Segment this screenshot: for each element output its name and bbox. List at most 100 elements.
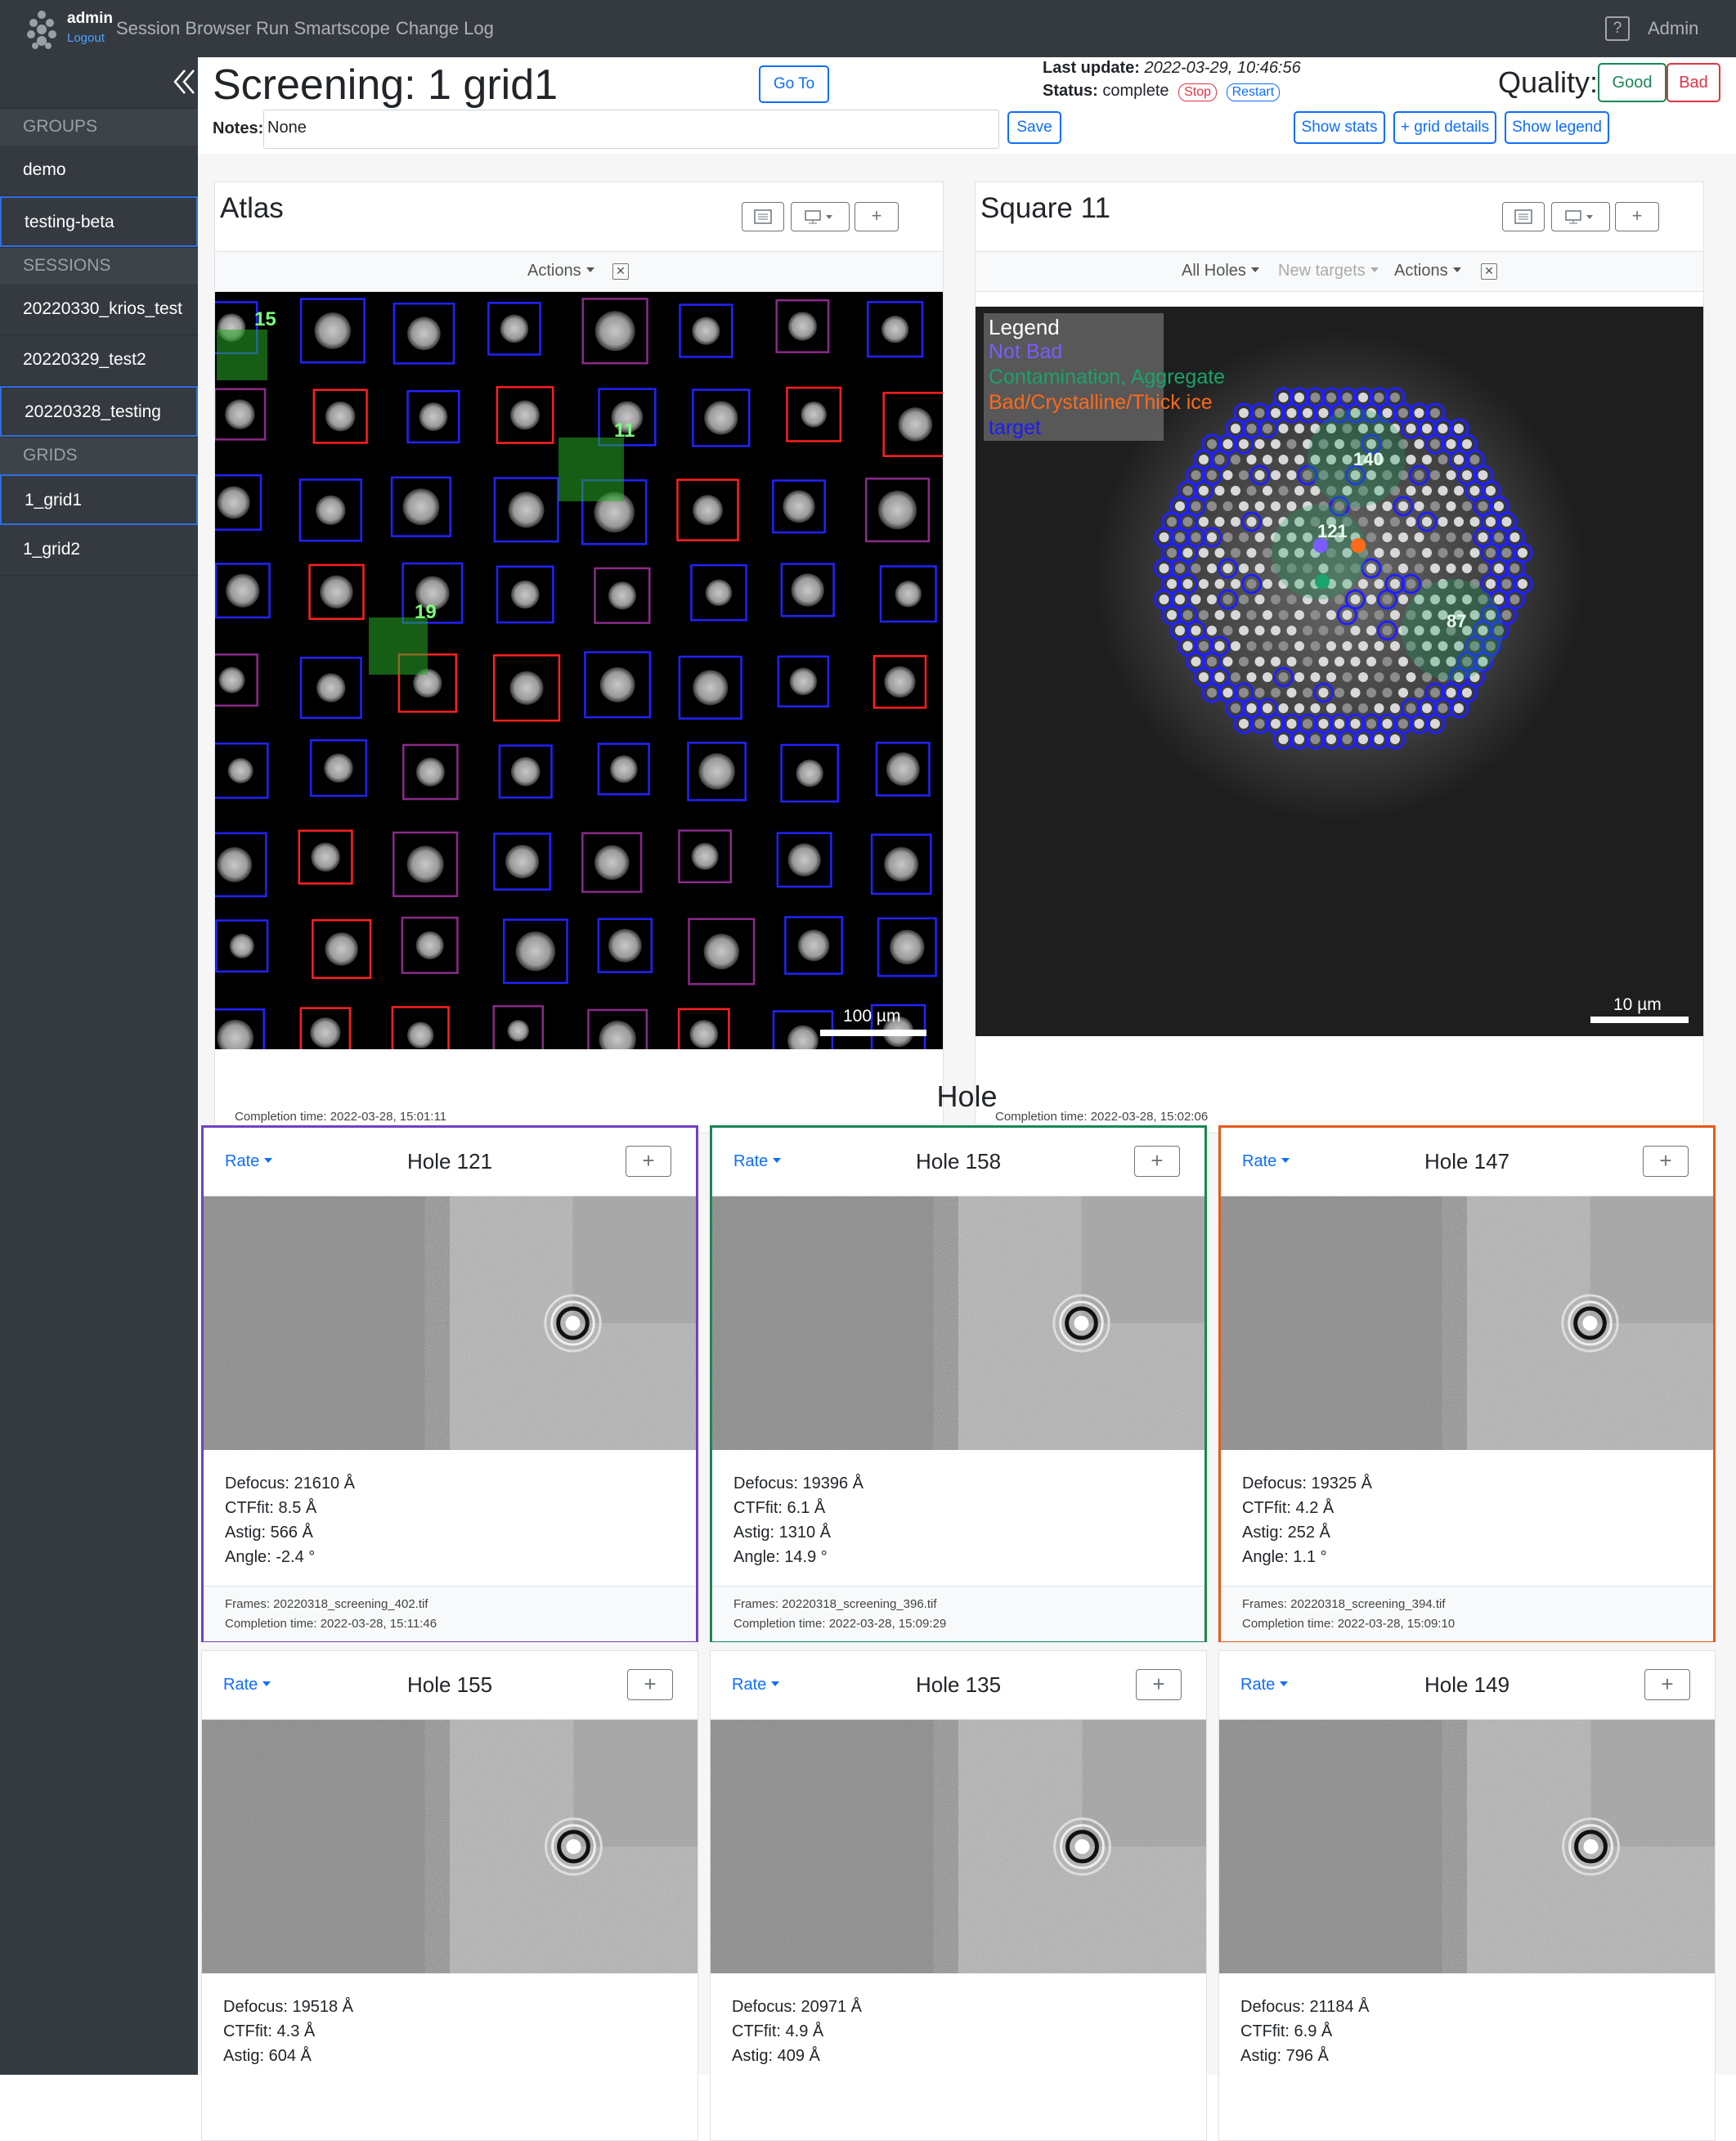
atlas-square[interactable] bbox=[312, 918, 372, 980]
square-hole[interactable] bbox=[1462, 501, 1472, 511]
square-hole[interactable] bbox=[1214, 486, 1225, 496]
square-hole[interactable] bbox=[1390, 548, 1400, 558]
square-hole[interactable] bbox=[1318, 470, 1329, 480]
square-hole[interactable] bbox=[1310, 486, 1321, 496]
atlas-square[interactable] bbox=[772, 479, 826, 534]
square-hole[interactable] bbox=[1254, 563, 1265, 573]
square-hole[interactable] bbox=[1271, 408, 1281, 418]
square-hole[interactable] bbox=[1486, 641, 1496, 651]
square-target-ring[interactable] bbox=[1345, 589, 1366, 610]
atlas-square[interactable] bbox=[687, 741, 747, 801]
square-hole[interactable] bbox=[1318, 719, 1329, 729]
square-hole[interactable] bbox=[1342, 393, 1352, 402]
square-hole[interactable] bbox=[1374, 579, 1384, 589]
nav-session-browser[interactable]: Session Browser bbox=[116, 18, 252, 38]
square-target-ring[interactable] bbox=[1218, 433, 1238, 455]
square-hole[interactable] bbox=[1454, 703, 1464, 713]
square-hole[interactable] bbox=[1342, 455, 1352, 465]
atlas-square[interactable] bbox=[875, 741, 931, 797]
square-hole[interactable] bbox=[1199, 672, 1209, 682]
square-hole[interactable] bbox=[1278, 424, 1289, 433]
square-hole[interactable] bbox=[1335, 719, 1344, 729]
atlas-square[interactable] bbox=[882, 392, 943, 457]
atlas-square[interactable] bbox=[215, 1008, 265, 1049]
atlas-square[interactable] bbox=[215, 742, 269, 799]
square-hole[interactable] bbox=[1271, 719, 1281, 729]
square-hole[interactable] bbox=[1246, 486, 1257, 496]
square-hole[interactable] bbox=[1167, 610, 1177, 620]
square-hole[interactable] bbox=[1342, 424, 1352, 433]
square-hole[interactable] bbox=[1446, 439, 1456, 449]
square-hole[interactable] bbox=[1478, 657, 1488, 667]
square-hole[interactable] bbox=[1271, 657, 1281, 667]
square-target-ring[interactable] bbox=[1369, 729, 1389, 750]
notes-field[interactable]: None bbox=[263, 110, 999, 149]
square-hole[interactable] bbox=[1501, 579, 1512, 589]
square-hole[interactable] bbox=[1310, 424, 1321, 433]
square-target-ring[interactable] bbox=[1273, 667, 1294, 688]
square-hole[interactable] bbox=[1342, 610, 1352, 620]
square-hole[interactable] bbox=[1478, 470, 1488, 480]
square-hole[interactable] bbox=[1350, 439, 1361, 449]
square-hole[interactable] bbox=[1462, 688, 1472, 698]
square-hole[interactable] bbox=[1318, 563, 1329, 573]
square-hole[interactable] bbox=[1199, 610, 1209, 620]
atlas-square[interactable] bbox=[870, 833, 932, 895]
square-hole[interactable] bbox=[1454, 486, 1464, 496]
square-target-ring[interactable] bbox=[1361, 433, 1382, 455]
square-hole[interactable] bbox=[1199, 517, 1209, 527]
square-hole[interactable] bbox=[1438, 424, 1448, 433]
square-hole[interactable] bbox=[1294, 703, 1304, 713]
square-viewer[interactable]: Legend Not Bad Contamination, Aggregate Ba… bbox=[976, 307, 1703, 1036]
square-actions-dropdown[interactable]: Actions bbox=[1394, 262, 1461, 281]
square-hole[interactable] bbox=[1207, 532, 1217, 542]
atlas-square[interactable] bbox=[215, 388, 267, 441]
square-hole[interactable] bbox=[1271, 595, 1281, 604]
square-hole[interactable] bbox=[1350, 501, 1361, 511]
square-hole[interactable] bbox=[1438, 486, 1448, 496]
square-hole[interactable] bbox=[1239, 688, 1249, 698]
square-target-ring[interactable] bbox=[1193, 667, 1214, 688]
square-hole[interactable] bbox=[1430, 595, 1440, 604]
square-hole[interactable] bbox=[1318, 657, 1329, 667]
square-hole[interactable] bbox=[1214, 672, 1225, 682]
square-target-ring[interactable] bbox=[1249, 465, 1270, 486]
square-hole[interactable] bbox=[1254, 470, 1265, 480]
square-hole[interactable] bbox=[1294, 424, 1304, 433]
square-hole[interactable] bbox=[1366, 626, 1376, 635]
square-hole[interactable] bbox=[1422, 610, 1432, 620]
chevron-double-left-icon[interactable] bbox=[172, 67, 196, 97]
square-hole[interactable] bbox=[1303, 657, 1312, 667]
square-target-ring[interactable] bbox=[1313, 682, 1334, 703]
square-target-ring[interactable] bbox=[1201, 465, 1222, 486]
square-hole[interactable] bbox=[1326, 393, 1336, 402]
square-hole[interactable] bbox=[1366, 688, 1376, 698]
square-hole[interactable] bbox=[1469, 517, 1480, 527]
atlas-square[interactable] bbox=[594, 567, 651, 624]
square-hole[interactable] bbox=[1239, 595, 1249, 604]
square-hole[interactable] bbox=[1246, 703, 1257, 713]
sidebar-grid-item[interactable]: 1_grid2 bbox=[0, 525, 198, 576]
atlas-square[interactable] bbox=[298, 829, 353, 885]
square-hole[interactable] bbox=[1191, 501, 1201, 511]
square-target-ring[interactable] bbox=[1225, 698, 1246, 719]
square-target-ring[interactable] bbox=[1465, 480, 1485, 501]
square-hole[interactable] bbox=[1374, 486, 1384, 496]
rate-dropdown[interactable]: Rate bbox=[733, 1152, 781, 1171]
logout-link[interactable]: Logout bbox=[67, 31, 105, 45]
square-hole[interactable] bbox=[1303, 470, 1312, 480]
square-hole[interactable] bbox=[1398, 439, 1408, 449]
square-hole[interactable] bbox=[1430, 532, 1440, 542]
atlas-square[interactable] bbox=[498, 744, 553, 799]
square-target-ring[interactable] bbox=[1361, 558, 1382, 579]
square-hole[interactable] bbox=[1358, 641, 1368, 651]
square-hole[interactable] bbox=[1446, 657, 1456, 667]
square-hole[interactable] bbox=[1335, 626, 1344, 635]
atlas-square[interactable] bbox=[299, 657, 362, 720]
square-target-ring[interactable] bbox=[1401, 573, 1421, 595]
square-hole[interactable] bbox=[1446, 532, 1456, 542]
square-hole[interactable] bbox=[1430, 719, 1440, 729]
square-hole[interactable] bbox=[1286, 501, 1297, 511]
atlas-selected-square[interactable] bbox=[369, 617, 428, 675]
square-hole[interactable] bbox=[1438, 672, 1448, 682]
